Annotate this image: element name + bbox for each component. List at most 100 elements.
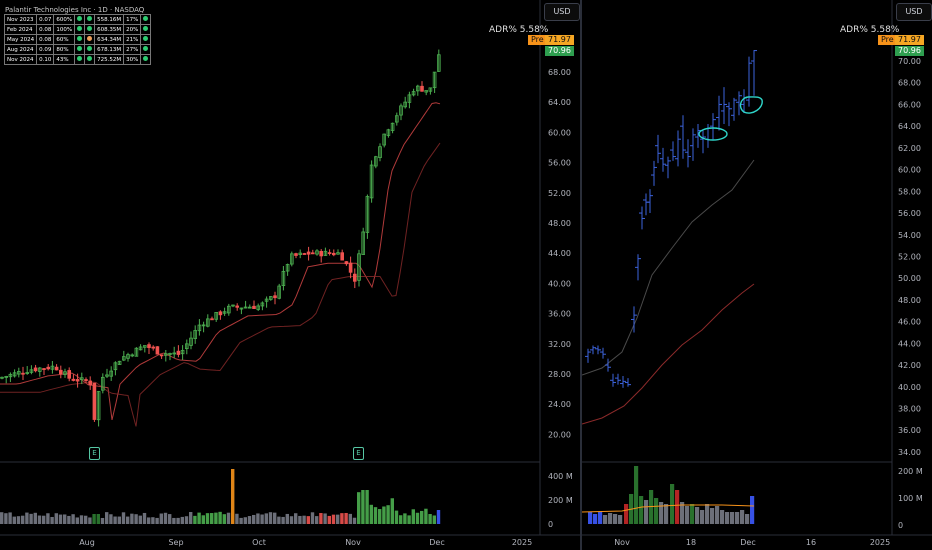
volume-bar [113,516,117,524]
left-chart-canvas[interactable]: 68.00 64.00 60.00 56.00 52.00 48.00 44.00 40.00… [0,0,581,550]
price-axis-tick-right: 44.00 [898,339,921,348]
left-chart-pane[interactable]: 68.00 64.00 60.00 56.00 52.00 48.00 44.00 40.00… [0,0,581,550]
candle-body [105,374,109,377]
time-axis-tick: Nov [345,538,361,547]
stats-cell-period: Nov 2024 [3,54,38,65]
candle-body [222,311,227,314]
status-dot [143,26,149,31]
candle-body [147,344,151,349]
volume-bar [138,515,142,524]
currency-button-right[interactable]: USD [896,3,932,21]
candle-body [8,373,13,378]
volume-bar [193,515,197,524]
stats-cell-eps: 0.09 [36,44,55,55]
earnings-marker-aug[interactable]: E [89,447,100,460]
candle-body [420,85,424,92]
volume-bar [239,517,243,524]
pane-divider[interactable] [580,0,582,550]
volume-bar [180,516,184,524]
status-dot [87,46,93,51]
candle-body [197,324,202,332]
volume-bar [105,512,109,524]
price-axis-tick-right: 60.00 [898,166,921,175]
price-axis-tick-right: 70.00 [898,57,921,66]
volume-bar-right [680,502,685,524]
candle-body [403,101,407,108]
volume-bar [197,512,201,524]
right-chart-pane[interactable]: 70.00 68.00 66.00 64.00 62.00 60.00 58.00 56.00… [582,0,932,550]
volume-bar-right [654,498,659,524]
candle-body [168,353,172,355]
volume-bar [302,515,306,524]
candle-body [394,115,399,123]
volume-bar [189,512,193,524]
moving-average-slow [0,142,441,427]
volume-bar [25,512,29,524]
price-axis-tick-right: 62.00 [898,144,921,153]
stats-cell-indicator [74,14,86,25]
volume-bar [92,514,96,524]
volume-bar [176,517,180,524]
candle-body [428,87,433,92]
volume-bar [310,512,315,524]
volume-bar [205,513,210,524]
right-chart-canvas[interactable]: 70.00 68.00 66.00 64.00 62.00 60.00 58.00 56.00… [582,0,932,550]
volume-bar [210,513,214,524]
status-dot [143,46,149,51]
status-dot [77,46,83,51]
volume-bar [0,512,4,524]
status-dot [77,36,83,41]
volume-bar [147,517,151,524]
volume-bar [390,498,394,524]
status-dot [143,36,149,41]
volume-bar [357,492,361,524]
volume-bar-right [603,515,608,524]
volume-bar-right [664,504,669,524]
candle-body [201,324,206,327]
stats-cell-revenue: 725.52M [94,54,125,65]
price-axis-tick: 56.00 [548,159,571,168]
volume-bar [315,516,319,524]
stats-cell-period: Feb 2024 [3,24,38,35]
volume-bar [218,511,222,524]
moving-average-slow-right [582,283,755,425]
price-axis-tick-right: 64.00 [898,122,921,131]
candle-body [302,253,307,255]
volume-bar [394,510,399,524]
volume-bar-right [705,504,710,524]
volume-bar [58,514,63,524]
stats-cell-indicator [140,34,152,45]
volume-bar-right [618,515,623,524]
volume-bar [37,515,42,524]
candle-body [142,345,147,348]
stats-row: Nov 2023 0.07 600% 558.16M 17% [3,14,152,25]
volume-bar [256,513,260,524]
volume-bar-right [659,502,664,524]
stats-cell-indicator [84,44,96,55]
volume-bar [382,506,386,524]
stats-cell-indicator [140,14,152,25]
candle-body [80,377,84,381]
price-axis-tick-right: 36.00 [898,426,921,435]
candle-body [122,356,126,361]
volume-bar [420,510,424,524]
candle-body [277,285,281,299]
volume-bar [386,505,390,524]
volume-bar [71,514,75,524]
volume-bar-right [613,514,618,524]
candle-body [96,391,101,421]
candle-body [361,231,365,255]
currency-button[interactable]: USD [544,3,580,21]
price-axis-tick-right: 34.00 [898,448,921,457]
price-axis-tick-right: 56.00 [898,209,921,218]
volume-bar [67,515,71,524]
candle-body [235,305,240,308]
earnings-marker-nov[interactable]: E [353,447,364,460]
volume-bar [432,515,436,524]
symbol-title[interactable]: Palantir Technologies Inc · 1D · NASDAQ [5,6,145,14]
candle-body [218,311,223,316]
volume-bar [336,514,340,524]
volume-axis-tick-right: 200 M [898,467,923,476]
volume-bar [126,516,130,524]
volume-bar [29,513,33,524]
